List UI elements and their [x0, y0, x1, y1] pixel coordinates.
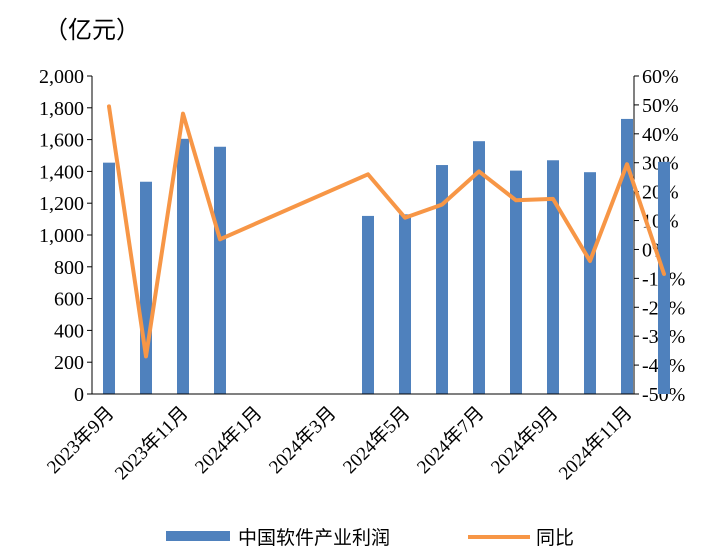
x-tick-label: 2024年11月 — [554, 402, 636, 484]
line-point — [626, 163, 628, 165]
left-tick-label: 1,600 — [39, 130, 84, 152]
bar — [103, 162, 115, 394]
left-tick-label: 1,000 — [39, 225, 84, 247]
right-tick-label: 60% — [642, 66, 679, 88]
right-tick-label: -50% — [642, 384, 685, 406]
legend: 中国软件产业利润 同比 — [166, 527, 574, 549]
x-tick-label: 2024年3月 — [265, 402, 341, 478]
x-tick-label: 2023年9月 — [43, 402, 119, 478]
line-series — [107, 104, 666, 359]
bar — [362, 215, 374, 394]
left-tick-label: 600 — [54, 289, 84, 311]
bar — [658, 161, 670, 394]
unit-label: （亿元） — [44, 16, 140, 44]
x-axis: 2023年9月2023年11月2024年1月2024年3月2024年5月2024… — [43, 393, 637, 484]
line-point — [182, 113, 184, 115]
bar — [214, 146, 226, 394]
bar — [584, 172, 596, 394]
line-point — [145, 355, 147, 357]
x-tick-label: 2024年1月 — [191, 402, 267, 478]
bar — [436, 165, 448, 394]
line-point — [441, 204, 443, 206]
right-tick-label: 40% — [642, 124, 679, 146]
x-tick-label: 2024年7月 — [413, 402, 489, 478]
legend-label-yoy: 同比 — [536, 527, 574, 549]
left-tick-label: 0 — [74, 384, 84, 406]
legend-swatch-profit — [166, 531, 230, 541]
line-point — [108, 105, 110, 107]
x-tick-label: 2024年9月 — [487, 402, 563, 478]
bar — [399, 214, 411, 394]
line-point — [552, 198, 554, 200]
x-tick-label: 2024年5月 — [339, 402, 415, 478]
left-tick-label: 2,000 — [39, 66, 84, 88]
line-point — [478, 170, 480, 172]
x-tick-label: 2023年11月 — [110, 402, 192, 484]
left-axis: 0 200 400 600 800 1,000 1,200 1,400 1,600 1,800 2,… — [39, 66, 93, 406]
line-point — [663, 273, 665, 275]
left-tick-label: 1,800 — [39, 98, 84, 120]
line-point — [219, 238, 221, 240]
legend-label-profit: 中国软件产业利润 — [238, 527, 390, 549]
left-tick-label: 1,400 — [39, 161, 84, 183]
left-tick-label: 800 — [54, 257, 84, 279]
line-point — [589, 260, 591, 262]
right-tick-label: 50% — [642, 95, 679, 117]
bar — [621, 118, 633, 395]
line-point — [404, 217, 406, 219]
yoy-line — [107, 104, 666, 359]
line-point — [515, 199, 517, 201]
bar — [510, 170, 522, 394]
bar-series — [103, 118, 670, 395]
bar — [140, 181, 152, 394]
bar — [473, 141, 485, 394]
bar — [547, 160, 559, 394]
left-tick-label: 1,200 — [39, 193, 84, 215]
line-point — [367, 173, 369, 175]
left-tick-label: 200 — [54, 352, 84, 374]
bar — [177, 138, 189, 394]
left-tick-label: 400 — [54, 320, 84, 342]
